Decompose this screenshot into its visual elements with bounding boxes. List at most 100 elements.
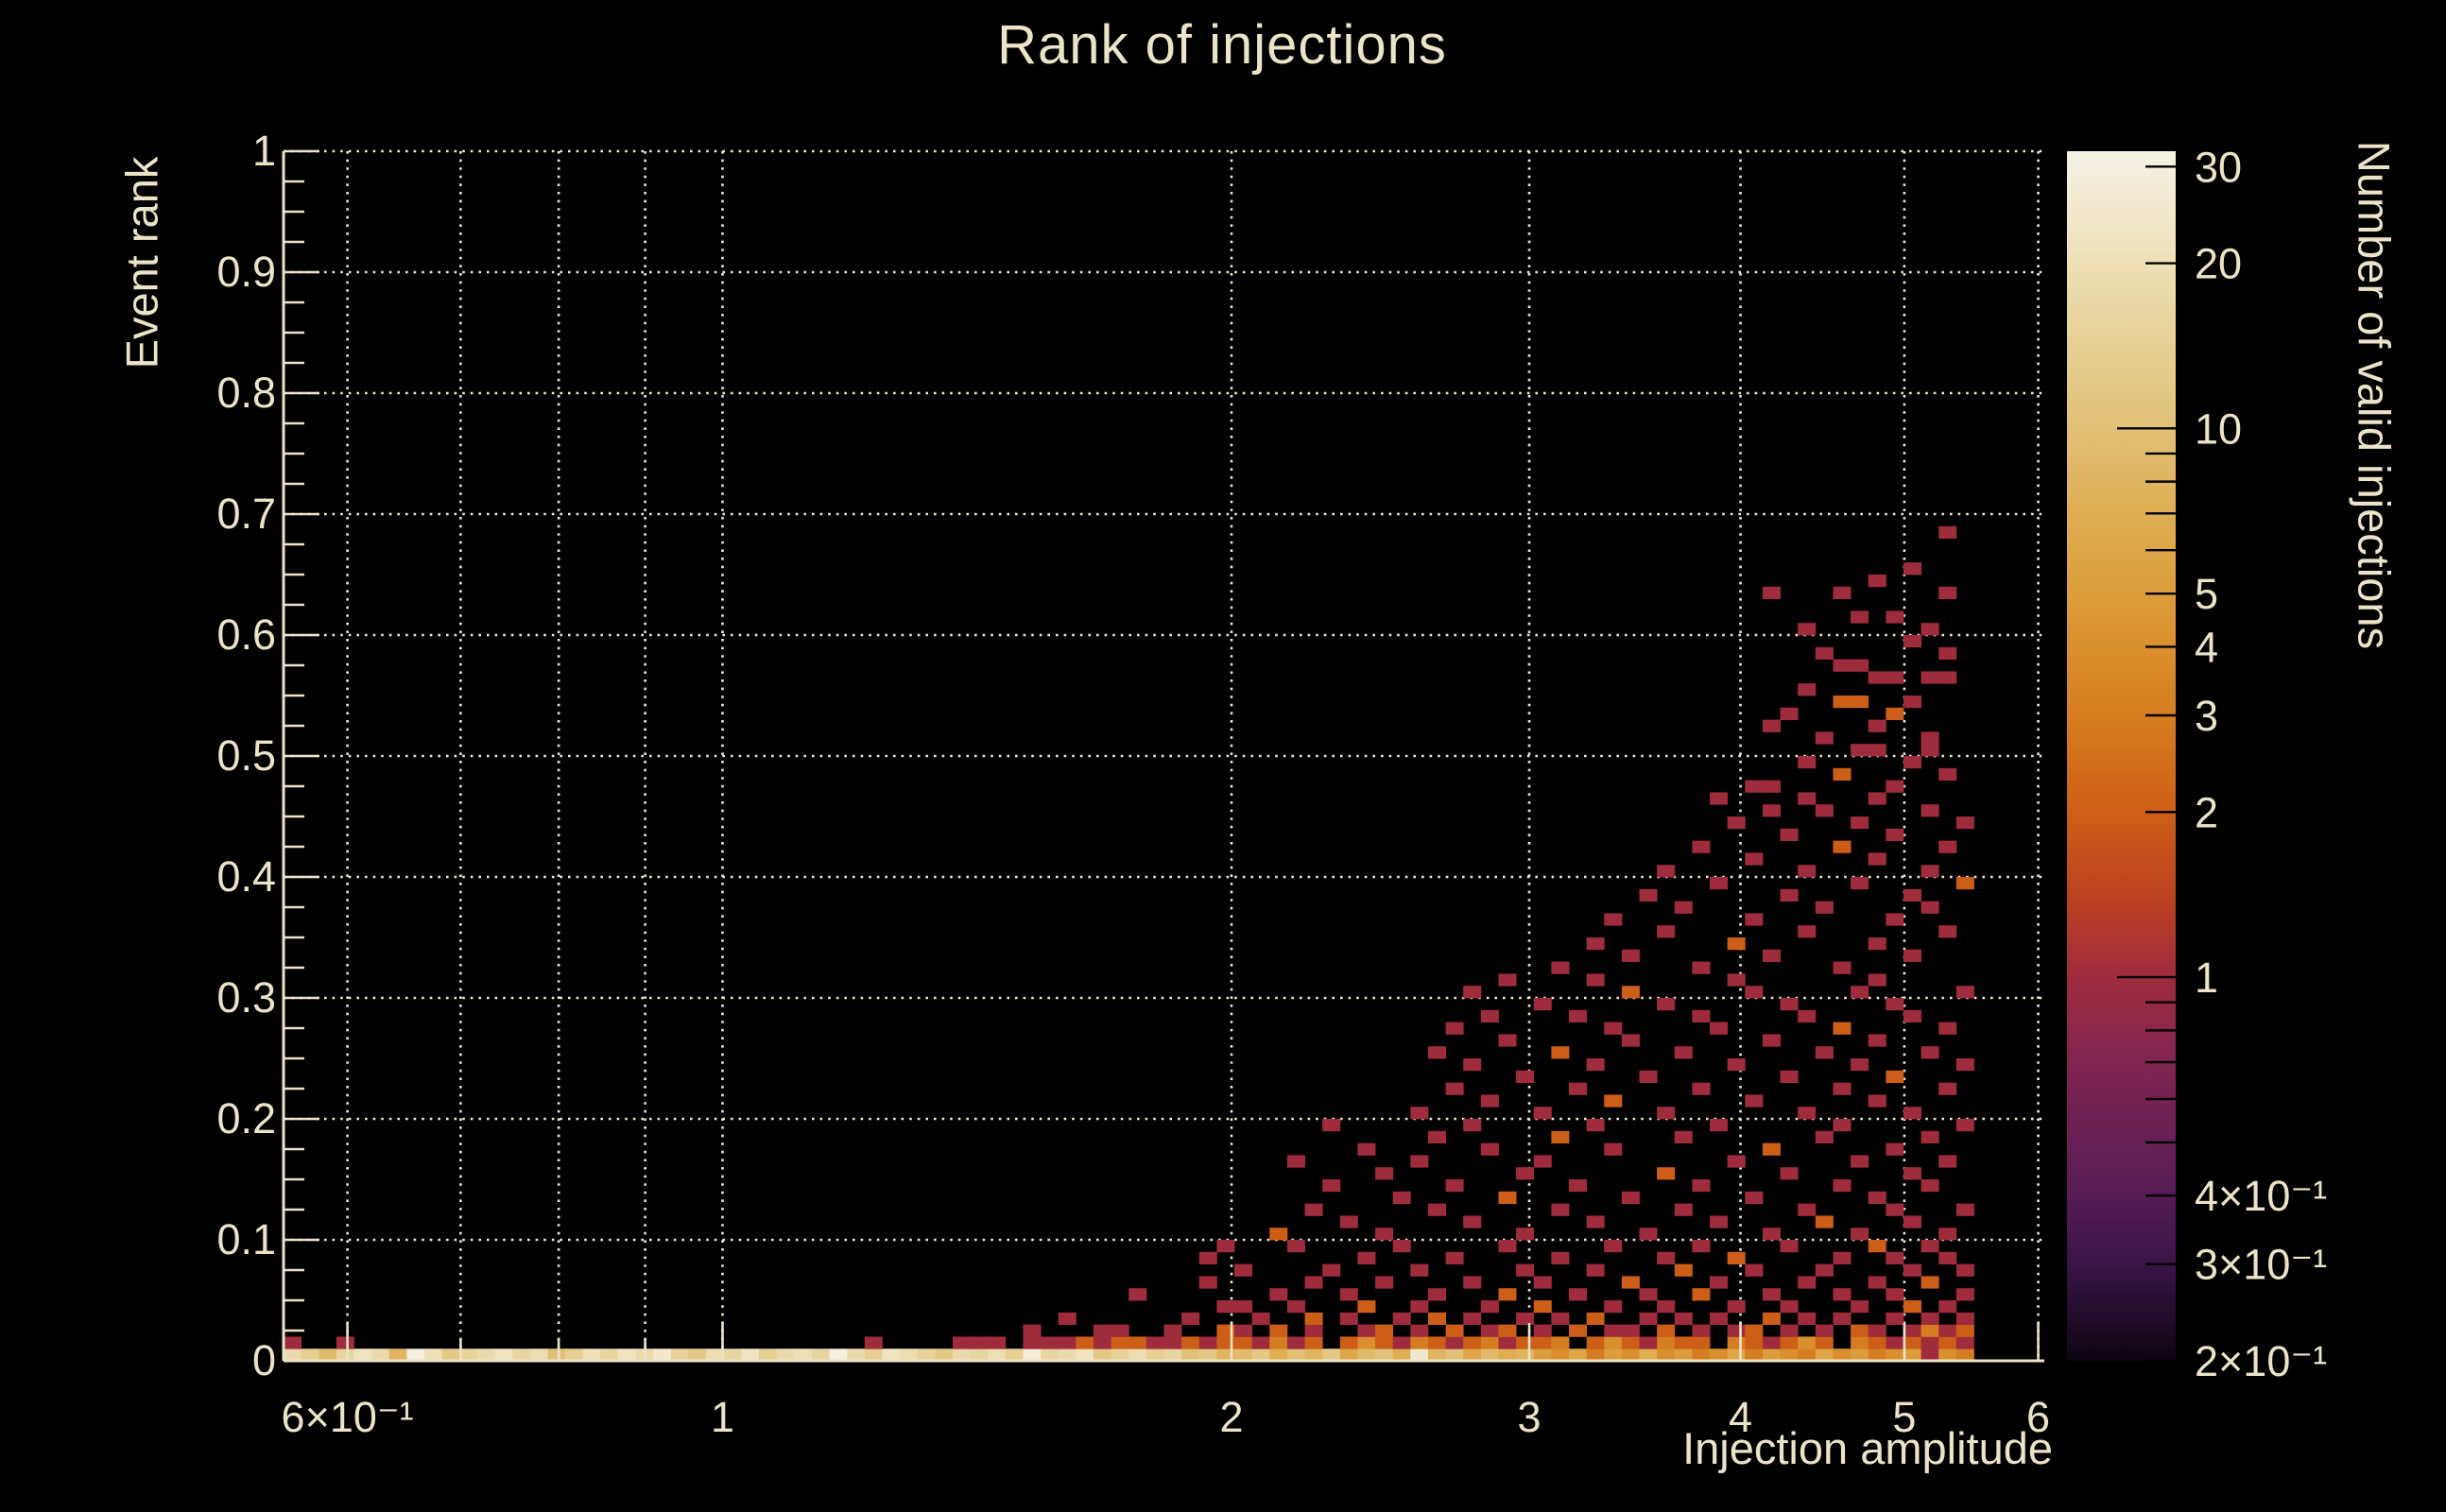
y-tick-label: 0 [252,1336,276,1384]
heatmap-cell [1851,1349,1869,1362]
heatmap-cell [1410,1324,1429,1337]
heatmap-cell [1198,1276,1217,1289]
heatmap-cell [1745,1263,1764,1277]
heatmap-cell [1851,1336,1869,1349]
heatmap-cell [1955,1058,1974,1072]
heatmap-cell [1833,767,1852,781]
heatmap-cell [670,1349,689,1362]
heatmap-cell [1762,1312,1781,1325]
heatmap-cell [1903,1263,1921,1277]
heatmap-cell [1568,1179,1588,1193]
heatmap-cell [1851,1300,1869,1314]
heatmap-cell [1710,1119,1729,1132]
heatmap-cell [1868,852,1886,866]
heatmap-cell [1269,1349,1288,1362]
heatmap-cell [1322,1263,1341,1277]
heatmap-cell [1657,998,1676,1011]
heatmap-cell [1710,1349,1729,1362]
heatmap-cell [1762,719,1781,732]
heatmap-cell [1815,1349,1834,1362]
heatmap-cell [1445,1022,1464,1035]
heatmap-cell [1533,1276,1552,1289]
heatmap-cell [1833,1022,1852,1035]
heatmap-cell [1903,1336,1921,1349]
heatmap-cell [1463,1058,1482,1072]
heatmap-cell [1533,998,1552,1011]
heatmap-cell [1269,1324,1288,1337]
heatmap-cell [1427,1203,1446,1216]
heatmap-cell [1868,1336,1886,1349]
heatmap-cell [1657,1107,1676,1120]
heatmap-cell [319,1349,337,1362]
heatmap-cell [1921,901,1939,914]
heatmap-cell [1111,1349,1129,1362]
colorbar-title: Number of valid injections [2349,140,2400,650]
heatmap-cell [1833,1082,1852,1095]
heatmap-cell [1058,1336,1077,1349]
heatmap-cell [441,1349,460,1362]
heatmap-cell [1886,707,1904,720]
x-tick-label: 1 [711,1393,734,1441]
x-axis-title: Injection amplitude [1682,1423,2053,1473]
heatmap-cell [1621,1324,1640,1337]
heatmap-cell [1410,1336,1429,1349]
y-tick-label: 0.2 [216,1094,276,1143]
heatmap-cell [1938,1082,1957,1095]
heatmap-cell [1745,1349,1764,1362]
heatmap-cell [1938,767,1957,781]
heatmap-cell [1938,671,1957,684]
heatmap-cell [829,1349,848,1362]
heatmap-cell [1798,1009,1817,1022]
y-tick-label: 0.8 [216,369,276,417]
heatmap-cell [1938,646,1957,660]
heatmap-cell [565,1349,584,1362]
heatmap-cell [1586,937,1605,951]
heatmap-cell [1586,1119,1605,1132]
heatmap-cell [1234,1336,1253,1349]
heatmap-cell [1128,1349,1147,1362]
heatmap-cell [1727,1058,1746,1072]
heatmap-cell [1886,780,1904,793]
heatmap-cell [1286,1300,1305,1314]
heatmap-cell [1727,816,1746,830]
heatmap-cell [1533,1349,1552,1362]
heatmap-cell [1868,1324,1886,1337]
heatmap-cell [1216,1336,1235,1349]
heatmap-cell [1692,1009,1711,1022]
heatmap-cell [741,1349,760,1362]
y-tick-label: 0.5 [216,731,276,780]
heatmap-cell [1674,1203,1693,1216]
heatmap-cell [1639,888,1658,902]
heatmap-cell [1445,1082,1464,1095]
heatmap-cell [1692,1336,1711,1349]
heatmap-cell [1780,1336,1799,1349]
heatmap-cell [1938,1336,1957,1349]
heatmap-cell [1955,1203,1974,1216]
heatmap-cell [1868,1094,1886,1108]
heatmap-cell [1868,937,1886,951]
heatmap-cell [1639,1312,1658,1325]
heatmap-cell [1798,1312,1817,1325]
heatmap-cell [1868,1276,1886,1289]
heatmap-cell [1815,1263,1834,1277]
heatmap-cell [1286,1240,1305,1253]
heatmap-cell [1427,1046,1446,1059]
heatmap-cell [1445,1336,1464,1349]
heatmap-cell [1234,1263,1253,1277]
heatmap-cell [882,1349,901,1362]
y-tick-label: 0.9 [216,248,276,296]
y-tick-label: 0.1 [216,1215,276,1263]
heatmap-cell [1427,1336,1446,1349]
y-tick-label: 0.7 [216,490,276,538]
heatmap-cell [512,1349,531,1362]
heatmap-cell [1955,1312,1974,1325]
heatmap-cell [1851,744,1869,757]
heatmap-cell [1955,1336,1974,1349]
heatmap-cell [706,1349,725,1362]
heatmap-cell [1516,1263,1535,1277]
heatmap-cell [284,1349,302,1362]
heatmap-cell [1093,1324,1112,1337]
heatmap-cell [1093,1336,1112,1349]
heatmap-cell [1516,1349,1535,1362]
